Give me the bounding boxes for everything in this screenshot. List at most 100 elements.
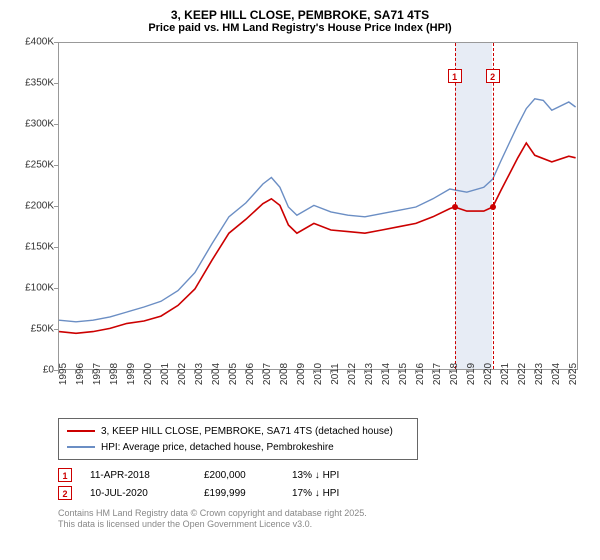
legend-label: HPI: Average price, detached house, Pemb… xyxy=(101,442,334,453)
sale-row: 1 11-APR-2018 £200,000 13% ↓ HPI xyxy=(58,466,588,484)
x-axis-tick-mark xyxy=(500,370,501,374)
sale-marker-flag: 1 xyxy=(448,69,462,83)
x-axis-tick-label: 2016 xyxy=(415,363,426,385)
x-axis-tick-mark xyxy=(279,370,280,374)
x-axis-tick-label: 2004 xyxy=(211,363,222,385)
x-axis-tick-mark xyxy=(75,370,76,374)
x-axis-tick-mark xyxy=(381,370,382,374)
sale-hpi-delta: 17% ↓ HPI xyxy=(292,488,372,499)
x-axis-tick-label: 2013 xyxy=(364,363,375,385)
x-axis-tick-mark xyxy=(466,370,467,374)
x-axis-tick-mark xyxy=(92,370,93,374)
series-line xyxy=(59,143,576,333)
y-axis-tick-label: £0 xyxy=(43,365,54,376)
legend: 3, KEEP HILL CLOSE, PEMBROKE, SA71 4TS (… xyxy=(58,418,418,460)
legend-swatch xyxy=(67,446,95,448)
sale-row: 210-JUL-2020£199,99917% ↓ HPI xyxy=(58,484,588,502)
x-axis-tick-label: 2015 xyxy=(398,363,409,385)
footer-attribution: Contains HM Land Registry data © Crown c… xyxy=(58,508,588,531)
y-axis-tick-label: £50K xyxy=(31,324,54,335)
plot-region: 12 xyxy=(58,42,578,370)
chart-subtitle: Price paid vs. HM Land Registry's House … xyxy=(12,22,588,34)
x-axis-tick-mark xyxy=(58,370,59,374)
x-axis-tick-mark xyxy=(483,370,484,374)
sale-marker-inline: 1 xyxy=(58,468,72,482)
x-axis-tick-label: 2003 xyxy=(194,363,205,385)
x-axis-tick-label: 2000 xyxy=(143,363,154,385)
x-axis-tick-mark xyxy=(313,370,314,374)
x-axis-tick-mark xyxy=(364,370,365,374)
line-series-svg xyxy=(59,43,579,371)
series-line xyxy=(59,99,576,322)
x-axis-tick-label: 2024 xyxy=(551,363,562,385)
x-axis-tick-label: 2012 xyxy=(347,363,358,385)
chart-container: 3, KEEP HILL CLOSE, PEMBROKE, SA71 4TS P… xyxy=(0,0,600,560)
x-axis-tick-label: 2018 xyxy=(449,363,460,385)
x-axis-tick-mark xyxy=(296,370,297,374)
x-axis-tick-label: 2014 xyxy=(381,363,392,385)
chart-title: 3, KEEP HILL CLOSE, PEMBROKE, SA71 4TS xyxy=(12,8,588,22)
x-axis-tick-mark xyxy=(551,370,552,374)
y-axis-tick-label: £350K xyxy=(25,78,54,89)
sale-price: £200,000 xyxy=(204,470,274,481)
x-axis-tick-label: 2022 xyxy=(517,363,528,385)
x-axis-tick-mark xyxy=(449,370,450,374)
x-axis-tick-mark xyxy=(330,370,331,374)
x-axis-tick-mark xyxy=(228,370,229,374)
x-axis-tick-mark xyxy=(517,370,518,374)
y-axis-tick-label: £400K xyxy=(25,37,54,48)
y-axis-tick-label: £200K xyxy=(25,201,54,212)
y-axis-tick-mark xyxy=(54,247,58,248)
y-axis-tick-mark xyxy=(54,83,58,84)
x-axis-tick-label: 2017 xyxy=(432,363,443,385)
y-axis-tick-label: £250K xyxy=(25,160,54,171)
x-axis-tick-mark xyxy=(398,370,399,374)
footer-line-1: Contains HM Land Registry data © Crown c… xyxy=(58,508,588,519)
x-axis-tick-label: 2006 xyxy=(245,363,256,385)
x-axis-tick-mark xyxy=(415,370,416,374)
y-axis-tick-label: £100K xyxy=(25,283,54,294)
x-axis-tick-mark xyxy=(143,370,144,374)
x-axis-tick-label: 1995 xyxy=(58,363,69,385)
x-axis-tick-label: 2005 xyxy=(228,363,239,385)
x-axis-tick-label: 2002 xyxy=(177,363,188,385)
x-axis-tick-label: 2025 xyxy=(568,363,579,385)
x-axis-tick-label: 1998 xyxy=(109,363,120,385)
sale-date: 10-JUL-2020 xyxy=(90,488,186,499)
legend-swatch xyxy=(67,430,95,432)
y-axis-tick-label: £300K xyxy=(25,119,54,130)
x-axis-tick-label: 2020 xyxy=(483,363,494,385)
x-axis-tick-label: 2023 xyxy=(534,363,545,385)
x-axis-tick-label: 2021 xyxy=(500,363,511,385)
sale-marker-inline: 2 xyxy=(58,486,72,500)
y-axis-tick-mark xyxy=(54,206,58,207)
footer-line-2: This data is licensed under the Open Gov… xyxy=(58,519,588,530)
x-axis-tick-mark xyxy=(534,370,535,374)
sale-hpi-delta: 13% ↓ HPI xyxy=(292,470,372,481)
x-axis-tick-label: 2019 xyxy=(466,363,477,385)
y-axis-tick-mark xyxy=(54,288,58,289)
sale-date: 11-APR-2018 xyxy=(90,470,186,481)
y-axis-tick-mark xyxy=(54,124,58,125)
sale-point-dot xyxy=(452,204,458,210)
y-axis-tick-label: £150K xyxy=(25,242,54,253)
x-axis-tick-mark xyxy=(432,370,433,374)
legend-item: HPI: Average price, detached house, Pemb… xyxy=(67,439,409,455)
x-axis-tick-label: 2010 xyxy=(313,363,324,385)
x-axis-tick-label: 2007 xyxy=(262,363,273,385)
y-axis-tick-mark xyxy=(54,42,58,43)
y-axis-tick-mark xyxy=(54,165,58,166)
legend-label: 3, KEEP HILL CLOSE, PEMBROKE, SA71 4TS (… xyxy=(101,426,393,437)
x-axis-tick-mark xyxy=(109,370,110,374)
x-axis-tick-mark xyxy=(347,370,348,374)
x-axis-tick-label: 2011 xyxy=(330,363,341,385)
x-axis-tick-label: 1997 xyxy=(92,363,103,385)
x-axis-tick-mark xyxy=(568,370,569,374)
x-axis-tick-mark xyxy=(245,370,246,374)
sale-point-dot xyxy=(490,204,496,210)
x-axis-tick-mark xyxy=(262,370,263,374)
x-axis-tick-label: 1996 xyxy=(75,363,86,385)
x-axis-tick-label: 2009 xyxy=(296,363,307,385)
x-axis-tick-label: 1999 xyxy=(126,363,137,385)
legend-item: 3, KEEP HILL CLOSE, PEMBROKE, SA71 4TS (… xyxy=(67,423,409,439)
